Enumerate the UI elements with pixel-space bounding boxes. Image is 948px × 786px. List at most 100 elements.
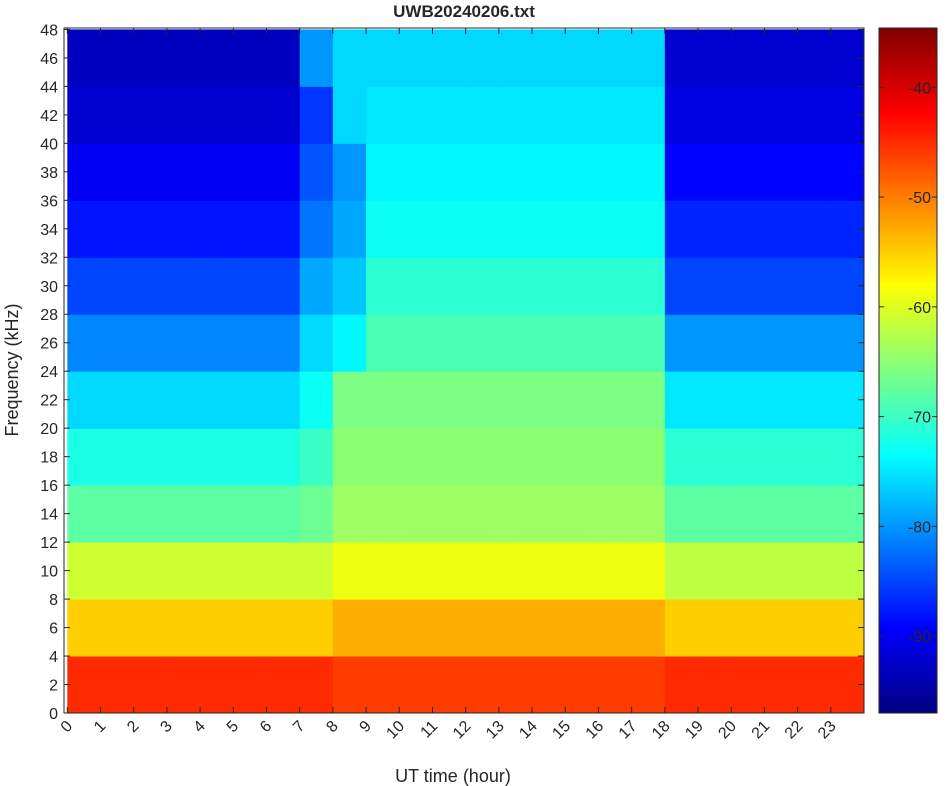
heat-cell: [698, 542, 732, 600]
x-tick-label: 8: [323, 718, 341, 736]
heat-cell: [664, 428, 699, 486]
heat-cell: [465, 656, 500, 713]
heat-cell: [565, 143, 599, 201]
heat-cell: [100, 86, 135, 144]
heat-cell: [200, 314, 234, 372]
heat-cell: [498, 371, 533, 429]
y-tick-label: 6: [49, 621, 58, 638]
heat-cell: [299, 314, 334, 372]
heat-cell: [698, 485, 732, 543]
heat-cell: [133, 86, 168, 144]
heat-cell: [67, 485, 102, 543]
heat-cell: [133, 428, 168, 486]
heat-cell: [67, 656, 102, 713]
heat-cell: [67, 599, 102, 657]
heat-cell: [764, 485, 799, 543]
x-tick-label: 19: [682, 718, 707, 743]
heat-cell: [166, 200, 201, 258]
heat-cell: [498, 29, 533, 87]
heat-cell: [166, 428, 201, 486]
heat-cell: [565, 485, 599, 543]
heat-cell: [598, 542, 633, 600]
heat-cell: [498, 542, 533, 600]
heat-cell: [233, 542, 267, 600]
heat-cell: [233, 29, 267, 87]
heat-cell: [465, 371, 500, 429]
y-tick-label: 2: [49, 678, 58, 695]
heat-cell: [366, 485, 400, 543]
heat-cell: [166, 371, 201, 429]
heat-cell: [598, 29, 633, 87]
heat-cell: [332, 371, 367, 429]
colorbar-tick-label: -70: [908, 410, 931, 427]
heat-cell: [698, 314, 732, 372]
heat-cell: [731, 656, 765, 713]
heat-cell: [698, 200, 732, 258]
heat-cell: [332, 542, 367, 600]
heat-cell: [698, 86, 732, 144]
y-tick-label: 42: [40, 108, 58, 125]
heat-cell: [565, 86, 599, 144]
heat-cell: [797, 29, 832, 87]
heat-cell: [366, 656, 400, 713]
heat-cell: [432, 29, 467, 87]
heat-cell: [67, 86, 102, 144]
heat-cell: [233, 485, 267, 543]
heat-cell: [233, 371, 267, 429]
heat-cell: [399, 428, 433, 486]
heat-cell: [233, 428, 267, 486]
heat-cell: [133, 371, 168, 429]
heat-cell: [664, 314, 699, 372]
heat-cell: [266, 485, 301, 543]
y-tick-label: 8: [49, 592, 58, 609]
y-tick-label: 24: [40, 364, 58, 381]
y-tick-label: 26: [40, 336, 58, 353]
heat-cell: [166, 599, 201, 657]
heat-cell: [731, 371, 765, 429]
y-tick-label: 12: [40, 535, 58, 552]
chart-title: UWB20240206.txt: [393, 2, 535, 21]
colorbar-tick-label: -80: [908, 519, 931, 536]
heat-cell: [166, 29, 201, 87]
x-tick-label: 3: [157, 718, 175, 736]
x-tick-label: 14: [516, 718, 541, 743]
heat-cell: [797, 599, 832, 657]
heat-cell: [432, 86, 467, 144]
heat-cell: [266, 542, 301, 600]
heat-cell: [532, 656, 566, 713]
heat-cell: [67, 29, 102, 87]
heat-cell: [631, 29, 666, 87]
heat-cell: [465, 257, 500, 315]
x-tick-label: 22: [782, 718, 807, 743]
heat-cell: [166, 656, 201, 713]
heat-cell: [399, 29, 433, 87]
y-tick-label: 14: [40, 507, 58, 524]
heat-cell: [664, 599, 699, 657]
y-tick-label: 10: [40, 564, 58, 581]
heat-cell: [67, 257, 102, 315]
heat-cell: [797, 86, 832, 144]
heat-cell: [266, 200, 301, 258]
x-tick-label: 7: [290, 718, 308, 736]
heat-cell: [764, 371, 799, 429]
heat-cell: [67, 371, 102, 429]
heat-cell: [200, 257, 234, 315]
y-tick-label: 16: [40, 478, 58, 495]
x-tick-label: 2: [124, 718, 142, 736]
heat-cell: [598, 428, 633, 486]
heat-cell: [332, 599, 367, 657]
heat-cell: [266, 86, 301, 144]
heat-cell: [366, 257, 400, 315]
heat-cell: [764, 29, 799, 87]
heat-cell: [366, 143, 400, 201]
heat-cell: [200, 485, 234, 543]
heat-cell: [731, 314, 765, 372]
heat-cell: [399, 86, 433, 144]
heat-cell: [465, 314, 500, 372]
heat-cell: [631, 599, 666, 657]
x-axis-label: UT time (hour): [395, 766, 511, 786]
heat-cell: [631, 143, 666, 201]
heat-cell: [366, 200, 400, 258]
heat-cell: [399, 599, 433, 657]
heat-cell: [698, 371, 732, 429]
